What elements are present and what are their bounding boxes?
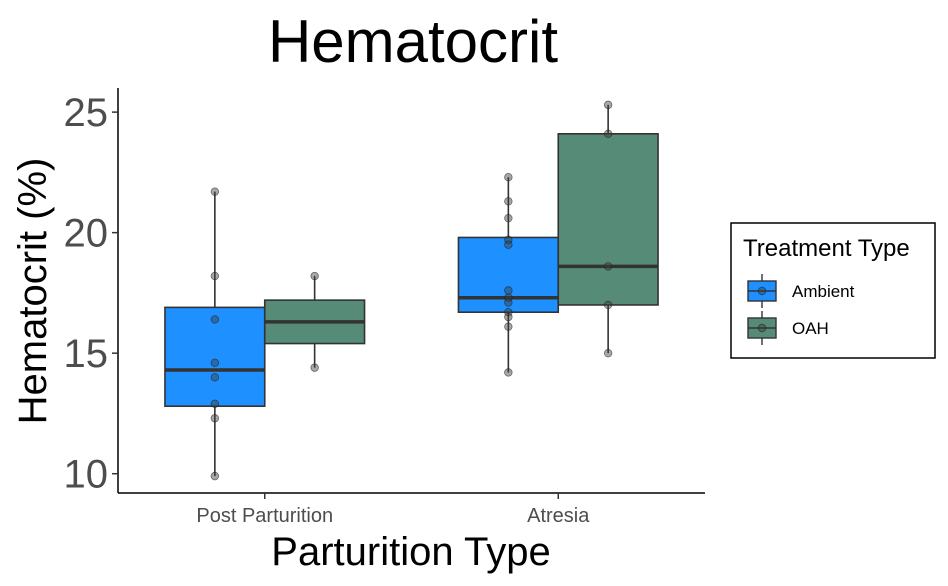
data-point	[504, 240, 513, 249]
data-point	[603, 300, 613, 310]
data-point	[504, 197, 513, 206]
axes	[117, 88, 705, 494]
legend: Treatment Type Ambient OAH	[730, 222, 936, 359]
data-point	[210, 373, 220, 382]
chart-title: Hematocrit	[268, 8, 558, 75]
data-point	[504, 298, 513, 307]
data-point	[504, 235, 513, 245]
x-tick-label: Post Parturition	[196, 505, 333, 527]
legend-key-point	[757, 323, 767, 333]
data-point	[210, 414, 220, 423]
legend-label: OAH	[792, 319, 829, 338]
data-point	[504, 293, 513, 302]
data-point	[210, 271, 220, 281]
legend-title: Treatment Type	[743, 235, 910, 262]
data-point	[210, 399, 220, 409]
x-tick-label: Atresia	[527, 505, 590, 527]
x-axis-title: Parturition Type	[271, 530, 550, 574]
data-point	[310, 363, 319, 372]
data-point	[504, 307, 513, 317]
legend-key-point	[757, 286, 767, 296]
data-point	[603, 262, 613, 271]
data-point	[504, 312, 513, 322]
y-tick-label: 25	[64, 91, 109, 135]
data-point	[504, 322, 513, 331]
y-tick-label: 15	[64, 332, 109, 376]
data-point	[504, 286, 513, 295]
data-point	[210, 358, 220, 368]
box	[557, 133, 659, 306]
y-tick-label: 10	[64, 453, 109, 497]
data-point	[603, 348, 613, 358]
data-point	[504, 172, 513, 182]
data-point	[210, 187, 220, 196]
box	[457, 236, 560, 313]
data-point	[603, 100, 613, 110]
y-tick-label: 20	[64, 212, 109, 256]
data-point	[603, 129, 613, 139]
legend-label: Ambient	[792, 282, 855, 301]
data-point	[504, 213, 513, 223]
data-point	[210, 315, 220, 324]
box	[164, 306, 266, 408]
data-point	[210, 471, 220, 481]
legend-keys: Ambient OAH	[747, 274, 855, 345]
y-axis-title: Hematocrit (%)	[11, 158, 55, 425]
data-point	[310, 271, 319, 281]
axis-ticks: 10 15 20 25 Post Parturition Atresia	[64, 91, 591, 527]
plot-area	[164, 100, 659, 481]
data-point	[504, 368, 513, 377]
